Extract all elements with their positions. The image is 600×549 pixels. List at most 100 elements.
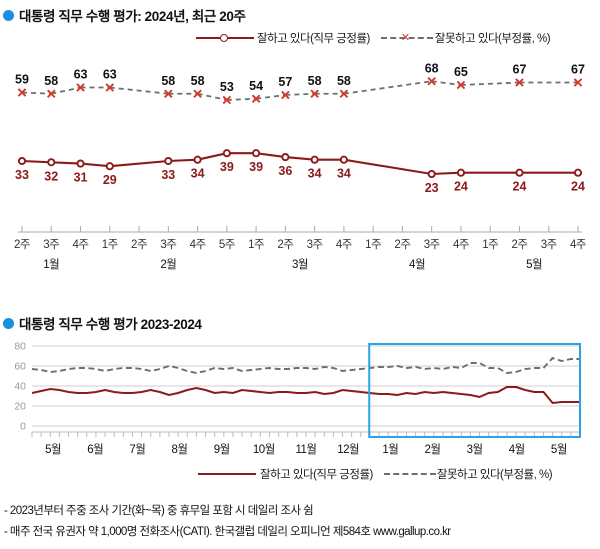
negative-value-label: 57 bbox=[278, 75, 292, 89]
week-tick-label: 1주 bbox=[248, 239, 264, 251]
month-axis-label: 5월 bbox=[45, 443, 61, 456]
week-tick-label: 5주 bbox=[219, 239, 235, 251]
week-tick-label: 4주 bbox=[73, 239, 89, 251]
positive-value-label: 23 bbox=[425, 181, 439, 195]
week-tick-label: 3주 bbox=[160, 239, 176, 251]
month-axis-label: 10월 bbox=[253, 443, 275, 456]
negative-value-label: 67 bbox=[513, 63, 527, 77]
month-axis-label: 12월 bbox=[337, 443, 359, 456]
legend-item-negative: 잘못하고 있다(부정률, %) bbox=[384, 466, 552, 482]
negative-value-label: 67 bbox=[571, 63, 585, 77]
negative-value-label: 54 bbox=[249, 79, 263, 93]
month-axis-label: 7월 bbox=[129, 443, 145, 456]
footnote-line-1: - 2023년부터 주중 조사 기간(화~목) 중 휴무일 포함 시 데일리 조… bbox=[4, 501, 451, 522]
week-tick-label: 1주 bbox=[102, 239, 118, 251]
bullet-icon bbox=[3, 10, 14, 21]
bottom-chart-title-text: 대통령 직무 수행 평가 2023-2024 bbox=[19, 313, 202, 333]
positive-value-label: 33 bbox=[161, 168, 175, 182]
negative-value-label: 65 bbox=[454, 65, 468, 79]
positive-value-label: 33 bbox=[15, 168, 29, 182]
y-axis-tick-label: 80 bbox=[14, 341, 26, 353]
legend-item-positive: 잘하고 있다(직무 긍정률) bbox=[196, 30, 370, 46]
solid-line-marker-icon bbox=[196, 33, 254, 43]
footnote-line-2: - 매주 전국 유권자 약 1,000명 전화조사(CATI). 한국갤럽 데일… bbox=[4, 522, 451, 543]
positive-value-label: 39 bbox=[220, 160, 234, 174]
negative-value-label: 68 bbox=[425, 61, 439, 75]
week-tick-label: 3주 bbox=[541, 239, 557, 251]
positive-value-label: 39 bbox=[249, 160, 263, 174]
week-tick-label: 1주 bbox=[482, 239, 498, 251]
legend-item-negative: ✕ 잘못하고 있다(부정률, %) bbox=[381, 30, 550, 46]
month-axis-label: 4월 bbox=[509, 443, 525, 456]
positive-value-label: 34 bbox=[191, 167, 205, 181]
week-tick-label: 2주 bbox=[14, 239, 30, 251]
week-tick-label: 3주 bbox=[43, 239, 59, 251]
week-tick-label: 4주 bbox=[190, 239, 206, 251]
negative-value-label: 58 bbox=[337, 74, 351, 88]
top-chart-legend: 잘하고 있다(직무 긍정률) ✕ 잘못하고 있다(부정률, %) bbox=[196, 30, 550, 46]
month-axis-label: 9월 bbox=[214, 443, 230, 456]
positive-value-label: 24 bbox=[571, 180, 585, 194]
negative-value-label: 59 bbox=[15, 73, 29, 87]
footnotes: - 2023년부터 주중 조사 기간(화~목) 중 휴무일 포함 시 데일리 조… bbox=[4, 501, 451, 543]
highlight-box-2024 bbox=[369, 344, 580, 437]
positive-value-label: 34 bbox=[337, 167, 351, 181]
dashed-line-x-marker-icon: ✕ bbox=[381, 33, 433, 43]
negative-value-label: 53 bbox=[220, 80, 234, 94]
bottom-chart-legend: 잘하고 있다(직무 긍정률) 잘못하고 있다(부정률, %) bbox=[198, 466, 552, 482]
positive-value-label: 34 bbox=[308, 167, 322, 181]
negative-value-label: 63 bbox=[103, 68, 117, 82]
y-axis-tick-label: 0 bbox=[20, 421, 26, 433]
y-axis-tick-label: 60 bbox=[14, 361, 26, 373]
month-group-label: 5월 bbox=[526, 258, 542, 271]
month-axis-label: 6월 bbox=[87, 443, 103, 456]
month-axis-label: 3월 bbox=[467, 443, 483, 456]
y-axis-tick-label: 20 bbox=[14, 401, 26, 413]
week-tick-label: 2주 bbox=[394, 239, 410, 251]
top-chart-plot: 59 58 63 63 58 58 53 54 57 58 58 68 65 67 67 33 32 31 29 33… bbox=[0, 52, 600, 224]
positive-value-label: 24 bbox=[513, 180, 527, 194]
legend-label-positive: 잘하고 있다(직무 긍정률) bbox=[260, 466, 373, 482]
month-axis-label: 1월 bbox=[382, 443, 398, 456]
bottom-chart-title: 대통령 직무 수행 평가 2023-2024 bbox=[3, 313, 202, 333]
bullet-icon bbox=[3, 318, 14, 329]
positive-value-label: 29 bbox=[103, 173, 117, 187]
top-chart-title-text: 대통령 직무 수행 평가: 2024년, 최근 20주 bbox=[19, 5, 245, 25]
legend-label-positive: 잘하고 있다(직무 긍정률) bbox=[257, 30, 370, 46]
negative-value-label: 63 bbox=[74, 68, 88, 82]
month-group-label: 2월 bbox=[160, 258, 176, 271]
month-group-label: 1월 bbox=[43, 258, 59, 271]
month-axis-label: 11월 bbox=[295, 443, 316, 456]
y-axis-tick-label: 40 bbox=[14, 381, 26, 393]
month-axis-label: 8월 bbox=[172, 443, 188, 456]
top-chart-title: 대통령 직무 수행 평가: 2024년, 최근 20주 bbox=[3, 5, 245, 25]
positive-value-label: 24 bbox=[454, 180, 468, 194]
week-tick-label: 2주 bbox=[131, 239, 147, 251]
month-axis-label: 5월 bbox=[551, 443, 567, 456]
positive-value-label: 31 bbox=[74, 171, 88, 185]
legend-label-negative: 잘못하고 있다(부정률, %) bbox=[435, 30, 550, 46]
legend-item-positive: 잘하고 있다(직무 긍정률) bbox=[198, 466, 373, 482]
week-tick-label: 3주 bbox=[307, 239, 323, 251]
negative-value-label: 58 bbox=[191, 74, 205, 88]
week-tick-label: 3주 bbox=[424, 239, 440, 251]
month-group-label: 3월 bbox=[292, 258, 308, 271]
negative-value-label: 58 bbox=[44, 74, 58, 88]
week-tick-label: 1주 bbox=[365, 239, 381, 251]
positive-value-label: 36 bbox=[278, 164, 292, 178]
legend-label-negative: 잘못하고 있다(부정률, %) bbox=[437, 466, 552, 482]
month-axis-label: 2월 bbox=[424, 443, 440, 456]
week-tick-label: 2주 bbox=[511, 239, 527, 251]
week-tick-label: 4주 bbox=[453, 239, 469, 251]
positive-value-label: 32 bbox=[44, 169, 58, 183]
week-tick-label: 2주 bbox=[277, 239, 293, 251]
top-chart-xaxis: 2주 3주 4주 1주 2주 3주 4주 5주 1주 2주 3주 4주 1주 2주 3주 4주 1주 2주 3주 4주… bbox=[0, 224, 600, 286]
negative-value-label: 58 bbox=[308, 74, 322, 88]
dashed-line-icon bbox=[384, 469, 436, 479]
week-tick-label: 4주 bbox=[336, 239, 352, 251]
solid-line-icon bbox=[198, 469, 256, 479]
bottom-chart-plot: 0 20 40 60 80 5월 6월 7월 8월 9월 10월 11월 12월 1월 2월 3월 4월 5월 bbox=[0, 338, 600, 460]
negative-value-label: 58 bbox=[161, 74, 175, 88]
week-tick-label: 4주 bbox=[570, 239, 586, 251]
month-group-label: 4월 bbox=[409, 258, 425, 271]
